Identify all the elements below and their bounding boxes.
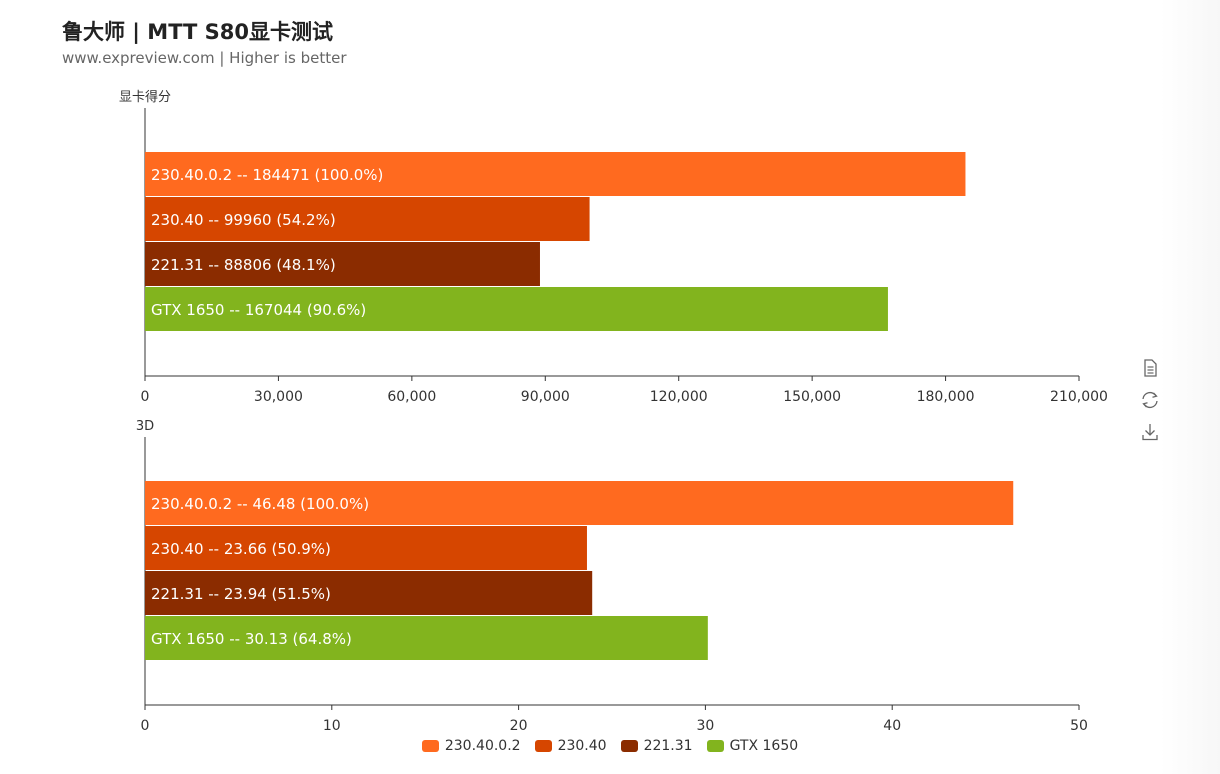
data-label: 230.40 -- 23.66 (50.9%) [151, 540, 331, 558]
bar [145, 197, 590, 241]
bar [145, 287, 888, 331]
data-label: 230.40.0.2 -- 184471 (100.0%) [151, 166, 383, 184]
legend-swatch [534, 740, 552, 752]
bar [145, 481, 1014, 525]
x-tick-label: 0 [141, 718, 150, 734]
legend-label: GTX 1650 [729, 738, 799, 754]
bar [145, 616, 708, 660]
legend-swatch [620, 740, 638, 752]
data-label: 230.40.0.2 -- 46.48 (100.0%) [151, 495, 369, 513]
data-label: 230.40 -- 99960 (54.2%) [151, 211, 336, 229]
x-tick-label: 40 [883, 718, 901, 734]
chart-subtitle: www.expreview.com | Higher is better [62, 49, 347, 67]
x-tick-label: 10 [323, 718, 341, 734]
x-tick-label: 180,000 [917, 389, 975, 405]
chart-toolbox [1138, 356, 1164, 452]
legend-label: 230.40.0.2 [444, 738, 521, 754]
bar [145, 152, 966, 196]
legend-label: 221.31 [643, 738, 693, 754]
legend-swatch [706, 740, 724, 752]
x-tick-label: 120,000 [650, 389, 708, 405]
x-tick-label: 210,000 [1050, 389, 1108, 405]
bar [145, 571, 593, 615]
right-edge-shade [1160, 0, 1220, 774]
legend-item-230-40-0-2[interactable]: 230.40.0.2 [421, 738, 521, 754]
legend-label: 230.40 [557, 738, 607, 754]
x-tick-label: 30,000 [254, 389, 303, 405]
axis-name: 显卡得分 [119, 89, 171, 105]
chart-legend: 230.40.0.2 230.40 221.31 GTX 1650 [0, 738, 1220, 754]
restore-icon[interactable] [1138, 388, 1162, 412]
x-tick-label: 30 [696, 718, 714, 734]
legend-item-221-31[interactable]: 221.31 [620, 738, 693, 754]
legend-item-230-40[interactable]: 230.40 [534, 738, 607, 754]
legend-item-gtx-1650[interactable]: GTX 1650 [706, 738, 799, 754]
x-tick-label: 150,000 [783, 389, 841, 405]
x-tick-label: 50 [1070, 718, 1088, 734]
bar [145, 526, 587, 570]
bar [145, 242, 540, 286]
axis-name: 3D [136, 419, 154, 434]
x-tick-label: 0 [141, 389, 150, 405]
data-label: GTX 1650 -- 167044 (90.6%) [151, 301, 366, 319]
chart-title: 鲁大师 | MTT S80显卡测试 [62, 20, 333, 44]
data-label: GTX 1650 -- 30.13 (64.8%) [151, 630, 352, 648]
x-tick-label: 20 [510, 718, 528, 734]
save-image-icon[interactable] [1138, 420, 1162, 444]
x-tick-label: 60,000 [387, 389, 436, 405]
data-view-icon[interactable] [1138, 356, 1162, 380]
x-tick-label: 90,000 [521, 389, 570, 405]
data-label: 221.31 -- 23.94 (51.5%) [151, 585, 331, 603]
legend-swatch [421, 740, 439, 752]
data-label: 221.31 -- 88806 (48.1%) [151, 256, 336, 274]
